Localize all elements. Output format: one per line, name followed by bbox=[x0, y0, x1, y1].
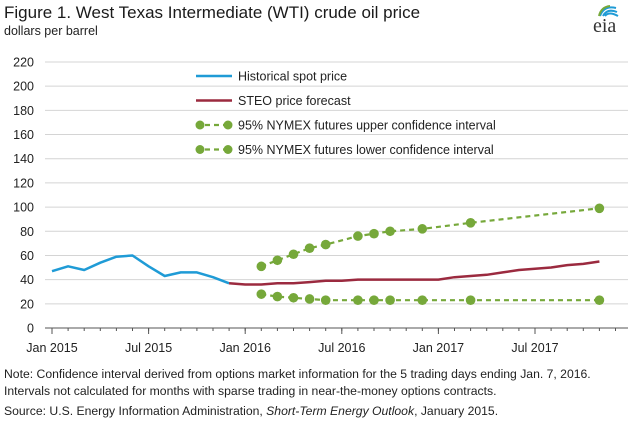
source-prefix: Source: U.S. Energy Information Administ… bbox=[4, 404, 267, 418]
y-axis-unit-label: dollars per barrel bbox=[4, 24, 98, 38]
logo-rays bbox=[599, 6, 619, 17]
y-tick-label: 0 bbox=[27, 322, 34, 336]
series-line-3 bbox=[261, 293, 600, 302]
legend-label-1: STEO price forecast bbox=[238, 94, 351, 108]
series-point bbox=[256, 289, 267, 299]
x-tick-label: Jul 2015 bbox=[125, 341, 172, 355]
series-line-2 bbox=[260, 207, 600, 268]
series-layer bbox=[51, 203, 605, 305]
series-point bbox=[417, 224, 428, 234]
series-point bbox=[385, 295, 395, 305]
series-point bbox=[594, 295, 605, 305]
series-point bbox=[288, 249, 299, 260]
y-tick-label: 220 bbox=[13, 56, 34, 70]
legend-label-0: Historical spot price bbox=[238, 70, 347, 84]
x-axis: Jan 2015 Jul 2015 Jan 2016 Jul 2016 Jan 2017… bbox=[26, 327, 628, 355]
chart-source: Source: U.S. Energy Information Administ… bbox=[4, 404, 498, 418]
y-tick-label: 140 bbox=[13, 152, 34, 166]
series-point bbox=[272, 291, 283, 302]
series-point bbox=[256, 261, 267, 272]
eia-logo: eia bbox=[593, 5, 619, 34]
legend-label-3: 95% NYMEX futures lower confidence inter… bbox=[238, 143, 494, 157]
legend-marker bbox=[195, 145, 205, 154]
series-point bbox=[594, 203, 605, 214]
logo-text: eia bbox=[593, 15, 616, 34]
legend-marker bbox=[195, 120, 205, 130]
legend-marker bbox=[223, 120, 233, 130]
x-tick-label: Jan 2017 bbox=[413, 341, 464, 355]
series-point bbox=[353, 295, 363, 305]
x-tick-label: Jul 2016 bbox=[318, 341, 365, 355]
y-tick-label: 20 bbox=[20, 297, 34, 311]
y-tick-label: 40 bbox=[20, 273, 34, 287]
grid-lines bbox=[45, 61, 628, 305]
series-line-0 bbox=[51, 254, 230, 285]
series-point bbox=[353, 231, 363, 241]
y-tick-label: 100 bbox=[13, 201, 34, 215]
series-point bbox=[288, 292, 299, 303]
chart-note: Note: Confidence interval derived from o… bbox=[4, 367, 591, 398]
y-tick-label: 160 bbox=[13, 128, 34, 142]
series-point bbox=[385, 226, 395, 237]
y-tick-label: 60 bbox=[20, 249, 34, 263]
y-tick-label: 200 bbox=[13, 80, 34, 94]
x-tick-label: Jan 2016 bbox=[219, 341, 270, 355]
logo-rays-green bbox=[598, 5, 611, 17]
y-axis: 0 20 40 60 80 100 120 140 160 180 200 220 bbox=[13, 56, 34, 336]
y-tick-label: 80 bbox=[20, 225, 34, 239]
series-point bbox=[369, 228, 379, 239]
series-point bbox=[369, 295, 379, 305]
series-point bbox=[465, 218, 476, 228]
x-tick-label: Jan 2015 bbox=[26, 341, 77, 355]
legend-label-2: 95% NYMEX futures upper confidence inter… bbox=[238, 119, 496, 133]
x-tick-label: Jul 2017 bbox=[511, 341, 558, 355]
series-point bbox=[272, 255, 283, 266]
chart-title: Figure 1. West Texas Intermediate (WTI) … bbox=[4, 3, 421, 22]
series-point bbox=[417, 295, 428, 305]
source-publication: Short-Term Energy Outlook bbox=[266, 404, 415, 418]
series-point bbox=[304, 294, 315, 304]
legend: Historical spot price STEO price forecast… bbox=[195, 70, 496, 157]
y-tick-label: 180 bbox=[13, 104, 34, 118]
series-point bbox=[320, 295, 331, 305]
series-line-1 bbox=[229, 260, 600, 286]
series-point bbox=[320, 239, 331, 250]
source-suffix: , January 2015. bbox=[414, 404, 499, 418]
series-point bbox=[465, 295, 476, 305]
series-point bbox=[304, 243, 315, 253]
y-tick-label: 120 bbox=[13, 176, 34, 190]
legend-marker bbox=[223, 145, 233, 154]
